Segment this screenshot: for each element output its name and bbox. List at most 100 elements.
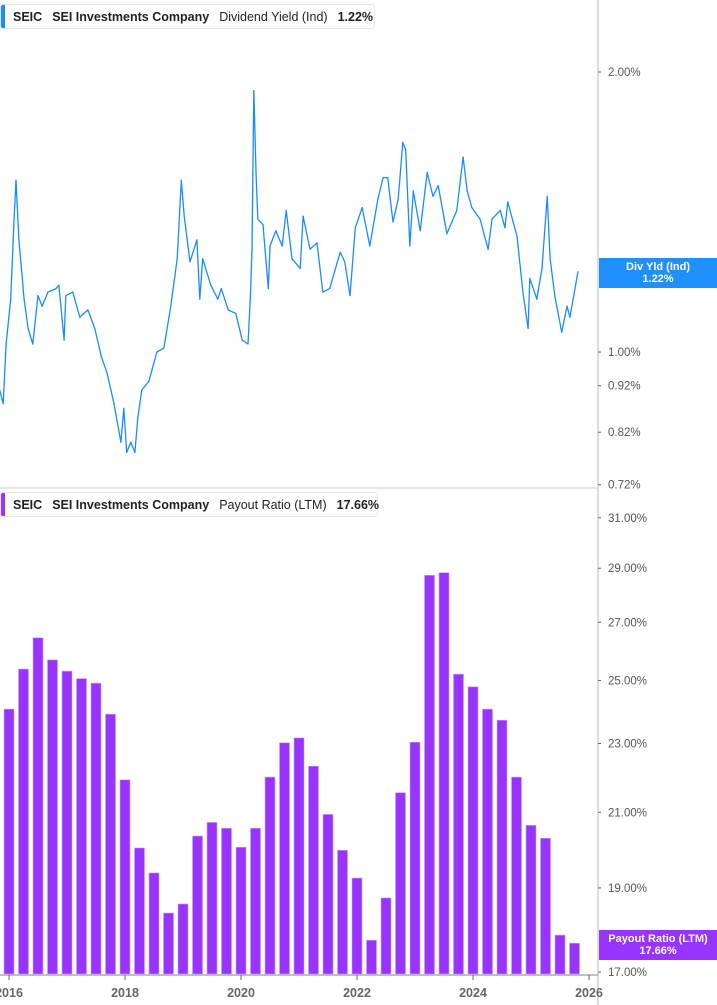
payout-bar: [192, 835, 203, 975]
dividend-yield-point: [349, 294, 351, 297]
dividend-yield-point: [253, 90, 255, 92]
dividend-yield-point: [120, 441, 122, 443]
dividend-yield-point: [577, 271, 579, 273]
x-tick-label: 2026: [575, 986, 603, 1000]
dividend-yield-point: [491, 218, 493, 220]
dividend-yield-point: [316, 242, 318, 244]
dividend-yield-point: [432, 195, 434, 197]
payout-bar: [540, 837, 551, 975]
y-tick-label: 0.92%: [608, 381, 641, 393]
dividend-yield-point: [402, 141, 404, 144]
tag-label: Div Yld (Ind): [626, 261, 690, 273]
dividend-yield-point: [87, 309, 89, 311]
dividend-yield-point: [561, 331, 563, 333]
payout-bar: [105, 713, 116, 975]
payout-bar: [351, 877, 363, 975]
dividend-yield-point: [329, 288, 331, 290]
dividend-yield-point: [202, 258, 204, 260]
payout-bar: [279, 742, 290, 975]
payout-bar: [569, 942, 580, 975]
dividend-yield-point: [27, 327, 29, 330]
dividend-yield-point: [339, 251, 341, 253]
dividend-yield-point: [377, 198, 379, 200]
legend-value: 1.22%: [337, 9, 374, 24]
dividend-yield-point: [227, 309, 229, 311]
payout-bar: [554, 934, 566, 975]
dividend-yield-price-tag: Div Yld (Ind) 1.22%: [599, 258, 717, 288]
tag-value: 1.22%: [642, 273, 674, 285]
payout-bar: [148, 872, 160, 975]
dividend-yield-point: [369, 245, 371, 247]
dividend-yield-point: [163, 347, 165, 349]
dividend-yield-point: [285, 209, 287, 211]
dividend-yield-point: [516, 236, 518, 238]
dividend-yield-point: [344, 261, 346, 263]
legend-ticker: SEIC: [13, 9, 43, 24]
dividend-yield-point: [262, 224, 264, 226]
dividend-yield-point: [170, 305, 172, 307]
dividend-yield-point: [41, 305, 43, 307]
payout-bar: [511, 776, 522, 975]
dividend-yield-point: [189, 261, 191, 263]
payout-bar: [453, 673, 464, 975]
x-tick-label: 2022: [343, 986, 371, 1000]
payout-bar: [119, 779, 131, 975]
y-tick-label: 0.82%: [608, 427, 641, 439]
y-tick-label: 21.00%: [608, 807, 647, 819]
dividend-yield-point: [546, 195, 548, 197]
dividend-yield-point: [137, 417, 139, 419]
dividend-yield-point: [291, 258, 293, 260]
dividend-yield-point: [63, 339, 65, 341]
dividend-yield-point: [281, 245, 283, 247]
payout-bar: [177, 903, 189, 975]
payout-ratio-legend: SEIC SEI Investments Company Payout Rati…: [0, 492, 379, 517]
dividend-yield-point: [412, 190, 414, 192]
dividend-yield-point: [176, 258, 178, 260]
payout-bar: [525, 825, 537, 975]
dividend-yield-point: [47, 291, 49, 293]
dividend-yield-point: [130, 441, 132, 443]
y-tick-label: 0.72%: [608, 480, 641, 492]
payout-bar: [235, 846, 247, 975]
dividend-yield-point: [251, 248, 253, 250]
dividend-yield-point: [100, 355, 102, 357]
dividend-yield-point: [471, 206, 473, 209]
dividend-yield-point: [397, 198, 399, 200]
payout-bar: [337, 849, 348, 975]
dividend-yield-point: [554, 294, 556, 297]
dividend-yield-point: [134, 451, 136, 454]
dividend-yield-legend: SEIC SEI Investments Company Dividend Yi…: [0, 4, 375, 29]
dividend-yield-point: [247, 343, 249, 345]
dividend-yield-point: [148, 380, 150, 382]
payout-bar: [438, 572, 450, 975]
dividend-yield-point: [322, 291, 324, 293]
dividend-yield-point: [123, 407, 125, 409]
dividend-yield-point: [23, 298, 25, 300]
payout-bar: [47, 659, 58, 975]
dividend-yield-point: [437, 184, 439, 187]
dividend-yield-point: [522, 291, 524, 293]
dividend-yield-point: [65, 294, 67, 297]
y-tick-label: 1.00%: [608, 347, 641, 359]
payout-bar: [482, 708, 493, 975]
dividend-yield-point: [392, 221, 394, 223]
dividend-yield-point: [210, 284, 212, 286]
payout-bar: [206, 822, 218, 975]
dividend-yield-point: [217, 298, 219, 300]
dividend-yield-point: [354, 227, 356, 229]
payout-bar: [496, 719, 508, 975]
legend-company: SEI Investments Company: [52, 9, 210, 24]
payout-bar: [308, 765, 319, 975]
dividend-yield-point: [504, 227, 506, 229]
dividend-yield-point: [55, 288, 57, 290]
y-tick-label: 25.00%: [608, 675, 647, 687]
dividend-yield-point: [257, 218, 259, 220]
y-tick-label: 27.00%: [608, 617, 647, 629]
legend-metric: Dividend Yield (Ind): [219, 9, 328, 24]
payout-bar: [134, 847, 145, 975]
x-tick-label: 2024: [459, 986, 487, 1000]
x-tick-label: 2018: [111, 986, 139, 1000]
dividend-yield-point: [507, 201, 509, 203]
dividend-yield-point: [267, 288, 269, 290]
